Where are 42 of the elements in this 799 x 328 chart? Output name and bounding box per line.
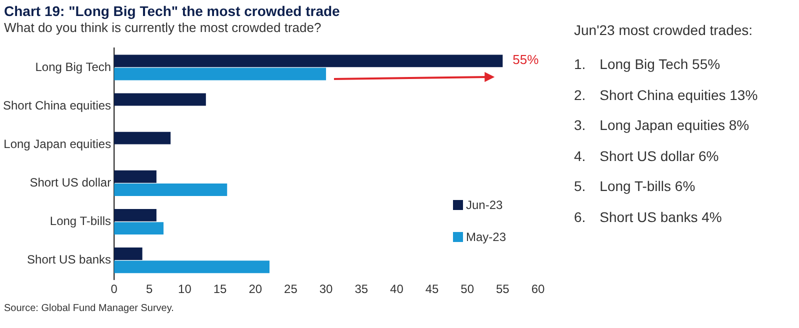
bar (114, 93, 206, 106)
y-tick-label: Long T-bills (50, 214, 112, 228)
bar (114, 260, 270, 274)
y-tick-label: Short China equities (2, 98, 112, 112)
bar (114, 208, 156, 222)
chart-title: Chart 19: "Long Big Tech" the most crowded trade (4, 3, 340, 19)
y-tick-label: Short US dollar (30, 175, 112, 190)
bar (114, 54, 503, 68)
text: Jun'23 most crowded trades: (574, 22, 754, 38)
bar (114, 68, 326, 80)
x-tick-label: 60 (531, 282, 545, 296)
x-tick-label: 30 (319, 282, 334, 296)
chart-subtitle: What do you think is currently the most crowded trade? (4, 20, 322, 35)
y-tick-label: Long Japan equities (4, 136, 112, 151)
y-tick-label: Short US banks (27, 252, 112, 267)
bar (114, 184, 228, 196)
x-tick-label: 5 (146, 282, 154, 296)
x-tick-label: 35 (354, 282, 368, 296)
x-tick-label: 15 (213, 282, 228, 296)
x-tick-label: 20 (248, 282, 262, 296)
x-tick-label: 40 (390, 282, 404, 296)
legend-label: May-23 (465, 230, 506, 244)
x-tick-label: 0 (110, 282, 118, 296)
text: 6. Short US banks 4% (574, 208, 723, 224)
text: 2. Short China equities 13% (574, 86, 758, 102)
y-tick-label: Long Big Tech (35, 60, 112, 74)
x-tick-label: 45 (425, 282, 440, 296)
bar (114, 222, 164, 235)
x-tick-label: 55 (496, 282, 510, 296)
text: 1. Long Big Tech 55% (574, 56, 722, 72)
x-tick-label: 50 (460, 282, 474, 296)
bar (114, 132, 171, 144)
text: 5. Long T-bills 6% (574, 178, 696, 194)
text: 3. Long Japan equities 8% (574, 117, 750, 133)
annotation: 55% (512, 52, 540, 68)
x-tick-label: 25 (284, 282, 298, 296)
text: 4. Short US dollar 6% (574, 148, 720, 164)
legend-label: Jun-23 (465, 198, 504, 212)
bar (114, 248, 142, 260)
x-tick-label: 10 (178, 282, 192, 296)
source-note: Source: Global Fund Manager Survey. (4, 303, 174, 314)
bar (114, 170, 156, 183)
